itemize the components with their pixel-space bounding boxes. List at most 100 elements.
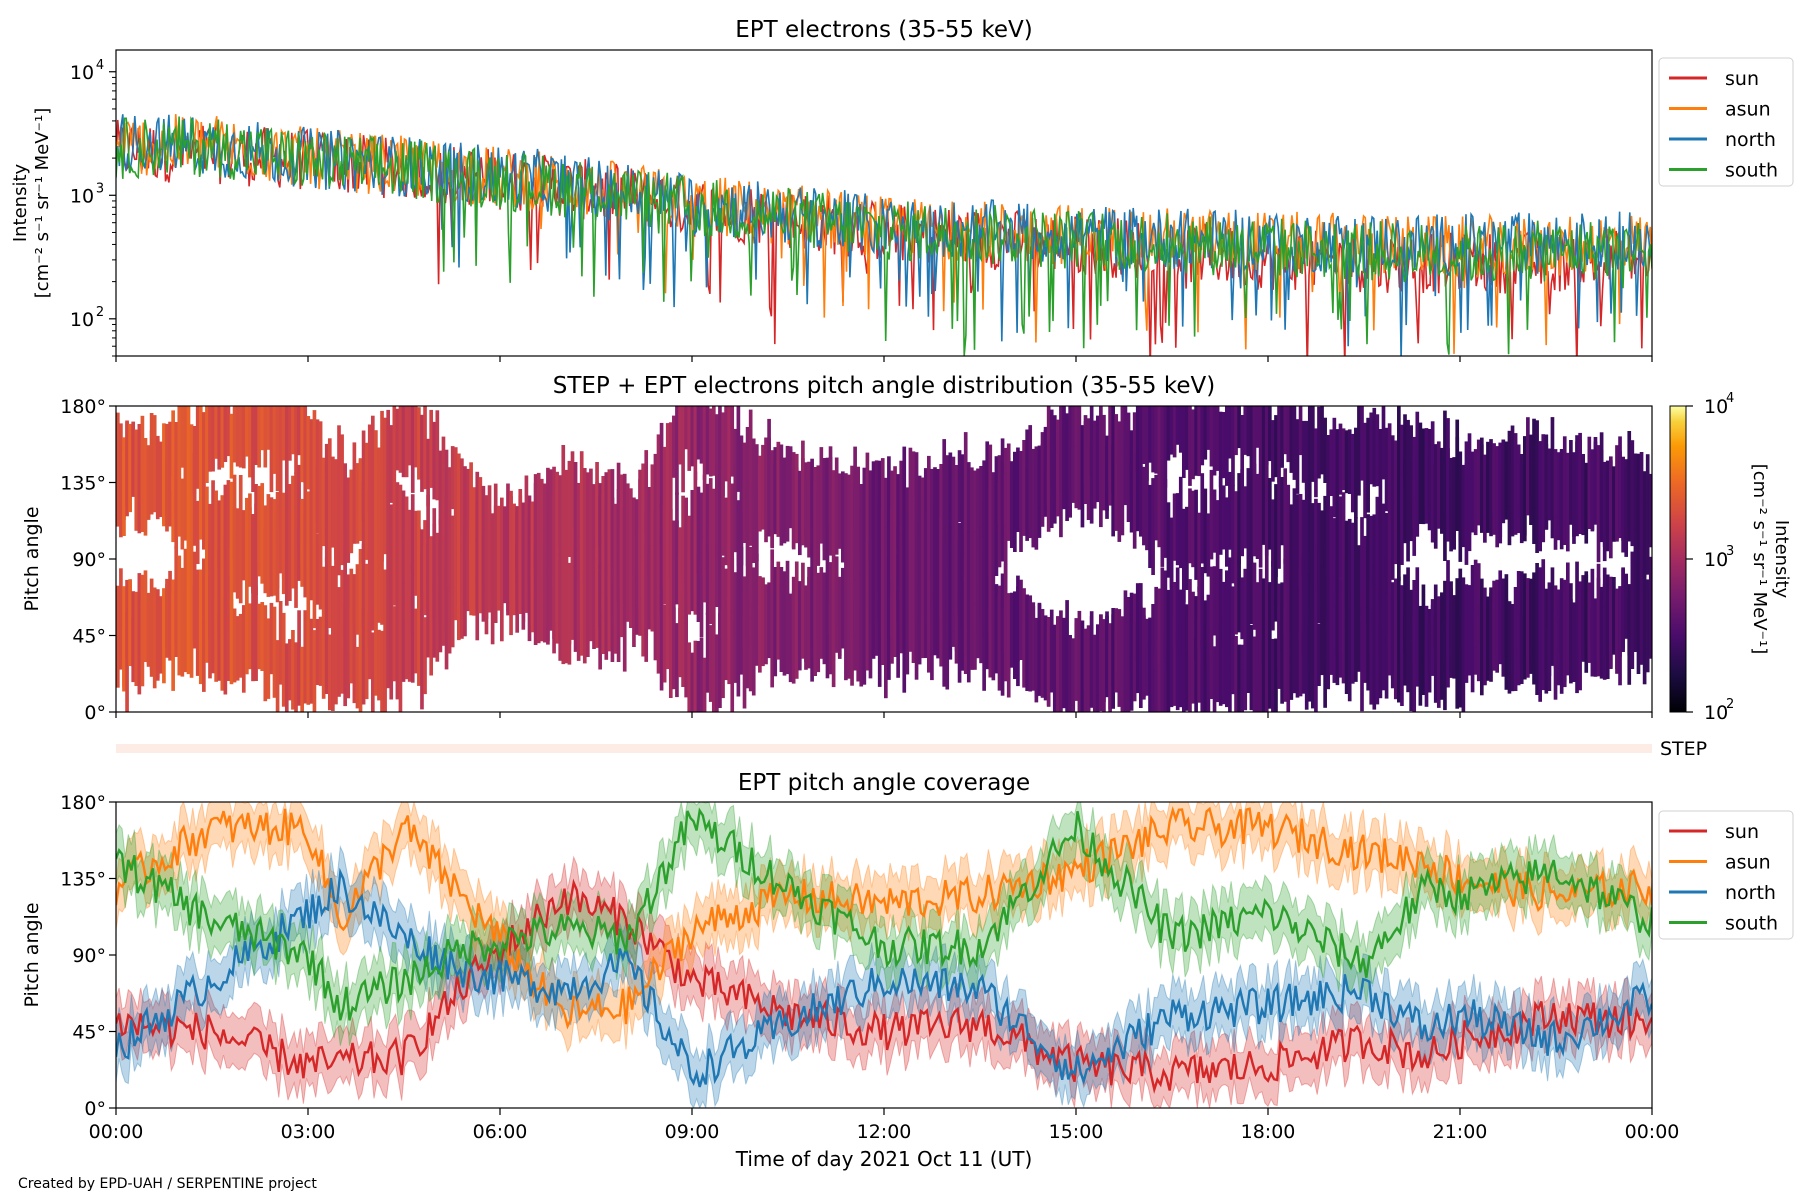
pad-cell-south xyxy=(275,491,280,589)
intensity-ytick-exponent: 3 xyxy=(96,181,104,196)
pad-cell-south xyxy=(1203,488,1208,574)
pad-cell-south xyxy=(1400,475,1404,565)
pad-cell-north xyxy=(1645,579,1650,654)
pad-cell-north xyxy=(1400,585,1404,654)
pad-cell-south xyxy=(235,508,240,583)
pad-cell-north xyxy=(1326,544,1331,644)
pad-cell-north xyxy=(1590,602,1595,677)
pad-cell-asun xyxy=(1212,406,1217,476)
pad-cell-sun xyxy=(957,589,962,683)
panel-intensity: EPT electrons (35-55 keV) Intensity [cm⁻… xyxy=(10,17,1794,362)
pad-cell-asun xyxy=(1224,406,1229,486)
pad-cell-asun xyxy=(1443,410,1447,508)
pad-cell-sun xyxy=(966,609,971,683)
pad-cell-asun xyxy=(370,415,375,507)
pad-cell-north xyxy=(1099,614,1103,712)
pad-cell-sun xyxy=(1455,616,1460,709)
pad-cell-south xyxy=(1455,437,1460,531)
pad-cell-north xyxy=(1378,591,1383,654)
pad-cell-north xyxy=(579,539,584,633)
pad-cell-sun xyxy=(429,603,434,676)
pad-yticks: 0° 45° 90° 135° 180° xyxy=(60,396,116,724)
pad-cell-south xyxy=(678,406,682,465)
pad-cell-sun xyxy=(407,597,412,682)
pad-cell-sun xyxy=(1559,578,1564,653)
pad-cell-north xyxy=(192,551,197,641)
pad-cell-south xyxy=(1332,518,1337,582)
pad-cell-asun xyxy=(1200,406,1205,466)
pad-cell-north xyxy=(641,562,645,657)
pad-cell-south xyxy=(1301,499,1306,577)
pad-cell-north xyxy=(1234,572,1238,635)
pad-cell-north xyxy=(785,592,790,675)
pad-cell-sun xyxy=(939,594,943,667)
pad-cell-south xyxy=(355,564,360,635)
pad-cell-north xyxy=(681,617,685,687)
pad-cell-asun xyxy=(223,406,228,462)
pad-cell-north xyxy=(1292,547,1297,633)
pad-cell-asun xyxy=(1135,406,1140,473)
pad-cell-asun xyxy=(1154,406,1159,474)
pad-cell-asun xyxy=(1175,406,1180,445)
pad-cell-sun xyxy=(404,610,409,680)
pad-cell-asun xyxy=(337,485,341,576)
pad-cell-south xyxy=(853,486,857,581)
pad-cell-south xyxy=(1412,479,1417,556)
pad-cell-sun xyxy=(1541,559,1546,652)
pad-cell-south xyxy=(1206,513,1211,577)
pad-cell-north xyxy=(1252,562,1257,630)
pad-cell-south xyxy=(1384,513,1389,578)
pad-cell-south xyxy=(1350,522,1355,601)
pad-cell-south xyxy=(315,533,320,605)
pad-cell-asun xyxy=(1350,433,1355,513)
pad-cell-south xyxy=(472,487,477,583)
pad-cell-asun xyxy=(1151,406,1155,473)
pad-cell-north xyxy=(358,459,363,541)
pad-cell-south xyxy=(911,501,916,588)
pad-cell-sun xyxy=(189,581,194,678)
pad-cell-north xyxy=(1108,623,1112,710)
pad-cell-south xyxy=(819,463,824,544)
pad-cell-south xyxy=(174,468,179,549)
pad-cell-north xyxy=(1212,566,1217,636)
pad-cell-south xyxy=(1077,406,1082,463)
pad-cell-south xyxy=(589,501,593,599)
pad-cell-north xyxy=(1185,604,1189,667)
pad-cell-sun xyxy=(681,539,685,639)
pad-cell-asun xyxy=(1255,406,1260,448)
pad-cell-asun xyxy=(1209,406,1214,467)
pad-cell-north xyxy=(1440,592,1444,688)
pad-cell-north xyxy=(370,463,375,549)
pad-cell-north xyxy=(1089,611,1094,707)
pad-cell-asun xyxy=(1372,407,1377,487)
pad-cell-sun xyxy=(1249,624,1254,711)
pad-cell-north xyxy=(334,459,338,554)
pad-cell-sun xyxy=(850,606,854,686)
pad-cell-south xyxy=(1271,499,1275,567)
pad-cell-north xyxy=(143,570,148,659)
pad-cell-sun xyxy=(1298,631,1303,697)
pad-cell-sun xyxy=(1479,604,1484,696)
pad-cell-south xyxy=(1547,453,1552,521)
intensity-series-asun xyxy=(116,114,1652,354)
pad-cell-north xyxy=(134,602,139,682)
pad-cell-north xyxy=(180,567,185,641)
pad-cell-south xyxy=(1052,415,1057,494)
pad-cell-south xyxy=(401,533,406,613)
pad-cell-south xyxy=(1258,472,1263,568)
pad-cell-asun xyxy=(856,466,861,533)
pad-cell-south xyxy=(1341,492,1346,583)
pad-cell-sun xyxy=(705,540,710,615)
pad-cell-south xyxy=(1440,447,1444,534)
pad-cell-north xyxy=(1341,578,1346,653)
pad-cell-south xyxy=(251,516,255,593)
pad-cell-north xyxy=(822,577,827,665)
colorbar-tick-exponent: 3 xyxy=(1726,544,1734,559)
pad-ytick-label: 45° xyxy=(72,626,106,648)
pad-cell-asun xyxy=(1117,421,1122,496)
pad-cell-sun xyxy=(1470,594,1475,693)
pad-cell-south xyxy=(1513,433,1518,519)
pad-cell-south xyxy=(1105,446,1109,511)
pad-cell-south xyxy=(773,447,778,530)
pad-cell-north xyxy=(758,603,762,673)
